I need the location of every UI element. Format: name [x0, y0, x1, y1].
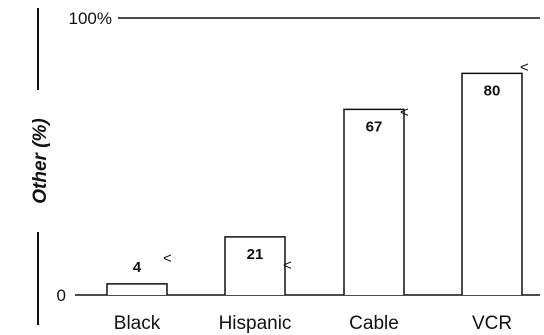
y-axis-label: Other (%) [30, 118, 51, 204]
bars [106, 72, 523, 295]
bar-cable [343, 108, 405, 295]
category-label-black: Black [114, 313, 161, 334]
bar-black [106, 283, 168, 295]
caret-mark-4: < [520, 59, 529, 76]
bar-hispanic [224, 236, 286, 295]
category-labels: Black Hispanic Cable VCR [114, 313, 512, 334]
value-label-black: 4 [133, 259, 142, 276]
caret-mark-2: < [283, 257, 292, 274]
y-tick-label-0: 0 [57, 286, 66, 305]
axes: Other (%) [30, 8, 51, 325]
y-tick-label-100: 100% [69, 9, 112, 28]
category-label-cable: Cable [349, 313, 399, 334]
value-label-vcr: 80 [484, 82, 501, 99]
value-label-hispanic: 21 [247, 246, 264, 263]
category-label-hispanic: Hispanic [219, 313, 292, 334]
caret-mark-1: < [163, 250, 172, 267]
value-labels: 4 21 67 80 < < < < [133, 59, 529, 276]
category-label-vcr: VCR [472, 313, 512, 334]
value-label-cable: 67 [366, 118, 383, 135]
bar-vcr [461, 72, 523, 295]
caret-mark-3: < [400, 104, 409, 121]
